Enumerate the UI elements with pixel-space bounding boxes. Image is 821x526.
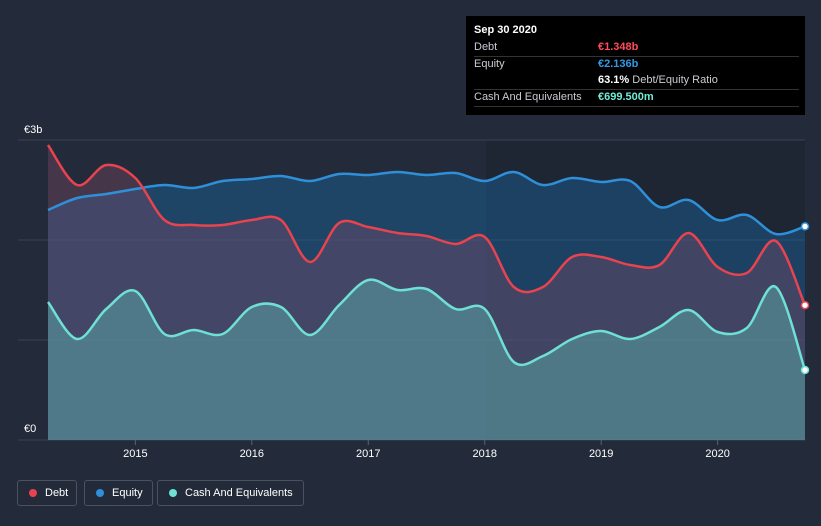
tooltip-row-debt: Debt €1.348b [474, 40, 799, 57]
area-cash [48, 279, 805, 440]
legend-dot-debt [29, 489, 37, 497]
y-tick-label-bottom: €0 [24, 423, 36, 435]
tooltip-cash-value: €699.500m [598, 91, 654, 103]
x-tick-label-2017: 2017 [356, 448, 380, 460]
tooltip-cash-label: Cash And Equivalents [474, 91, 582, 103]
area-debt [48, 145, 805, 440]
line-equity [47, 170, 806, 236]
endpoint-cash [800, 365, 810, 375]
tooltip-ratio-label: Debt/Equity Ratio [632, 74, 718, 86]
tooltip-date: Sep 30 2020 [474, 24, 537, 36]
tooltip-row-ratio: 63.1% Debt/Equity Ratio [474, 73, 799, 90]
legend-item-equity[interactable]: Equity [84, 480, 153, 506]
line-cash [46, 278, 807, 371]
y-tick-label-top: €3b [24, 124, 42, 136]
area-equity [48, 171, 805, 440]
legend-dot-cash [169, 489, 177, 497]
line-debt [46, 144, 807, 306]
x-tick-label-2018: 2018 [472, 448, 496, 460]
tooltip: Sep 30 2020 Debt €1.348b Equity €2.136b … [466, 16, 805, 115]
legend-label-equity: Equity [112, 487, 143, 499]
tooltip-ratio-value: 63.1% [598, 74, 630, 86]
x-tick-label-2019: 2019 [589, 448, 613, 460]
x-tick-label-2015: 2015 [123, 448, 147, 460]
endpoint-debt [800, 300, 810, 310]
tooltip-row-equity: Equity €2.136b [474, 57, 799, 73]
x-tick-label-2020: 2020 [705, 448, 729, 460]
legend-dot-equity [96, 489, 104, 497]
legend-item-debt[interactable]: Debt [17, 480, 77, 506]
tooltip-row-cash: Cash And Equivalents €699.500m [474, 90, 799, 107]
tooltip-debt-label: Debt [474, 41, 498, 53]
legend-item-cash[interactable]: Cash And Equivalents [157, 480, 304, 506]
legend-label-debt: Debt [45, 487, 69, 499]
endpoint-equity [800, 222, 810, 231]
x-tick-label-2016: 2016 [240, 448, 264, 460]
tooltip-equity-value: €2.136b [598, 58, 639, 70]
tooltip-ratio: 63.1% Debt/Equity Ratio [598, 74, 718, 86]
legend-label-cash: Cash And Equivalents [185, 487, 293, 499]
tooltip-equity-label: Equity [474, 58, 505, 70]
tooltip-debt-value: €1.348b [598, 41, 639, 53]
